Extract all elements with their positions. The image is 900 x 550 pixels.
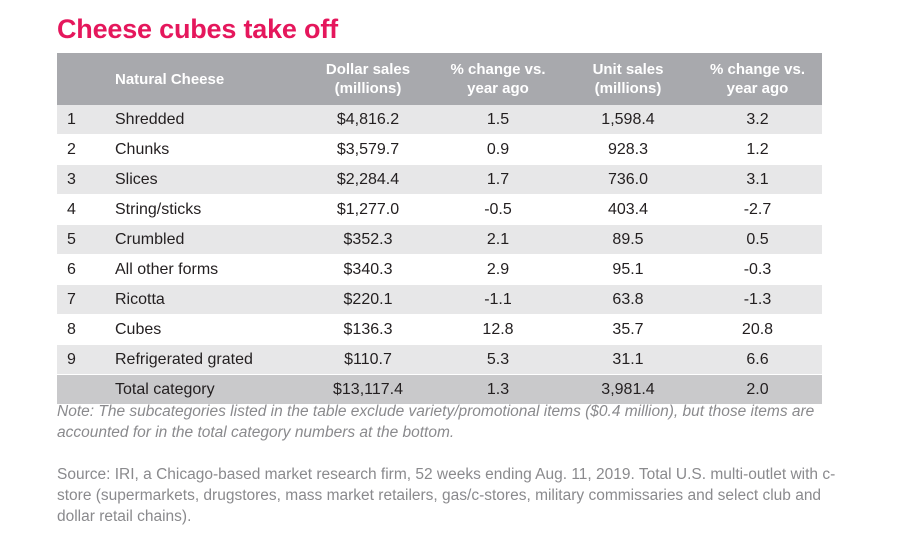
cell-dollar-sales: $2,284.4 xyxy=(303,164,433,195)
cell-dollar-change: 2.1 xyxy=(433,224,563,255)
cell-natural-cheese: Refrigerated grated xyxy=(115,344,303,375)
cell-unit-change: 2.0 xyxy=(693,374,822,405)
table-note: Note: The subcategories listed in the ta… xyxy=(57,403,815,441)
cell-dollar-change: 1.5 xyxy=(433,105,563,135)
table-row: 2 Chunks $3,579.7 0.9 928.3 1.2 xyxy=(57,134,822,165)
cell-dollar-sales: $4,816.2 xyxy=(303,105,433,135)
cell-dollar-sales: $110.7 xyxy=(303,344,433,375)
column-header-dollar-sales: Dollar sales (millions) xyxy=(303,53,433,105)
cell-unit-sales: 1,598.4 xyxy=(563,105,693,135)
cell-dollar-sales: $1,277.0 xyxy=(303,194,433,225)
cell-dollar-change: 1.3 xyxy=(433,374,563,405)
cell-unit-change: 3.1 xyxy=(693,164,822,195)
cell-rank: 4 xyxy=(57,194,115,225)
cell-natural-cheese: Slices xyxy=(115,164,303,195)
cell-rank xyxy=(57,374,115,405)
cell-unit-sales: 403.4 xyxy=(563,194,693,225)
table-row: 9 Refrigerated grated $110.7 5.3 31.1 6.6 xyxy=(57,344,822,375)
table-row: 4 String/sticks $1,277.0 -0.5 403.4 -2.7 xyxy=(57,194,822,225)
cell-unit-change: 0.5 xyxy=(693,224,822,255)
cell-unit-sales: 63.8 xyxy=(563,284,693,315)
cell-unit-sales: 35.7 xyxy=(563,314,693,345)
column-header-natural-cheese: Natural Cheese xyxy=(115,53,303,105)
cell-dollar-change: -1.1 xyxy=(433,284,563,315)
cell-unit-sales: 928.3 xyxy=(563,134,693,165)
table-body: 1 Shredded $4,816.2 1.5 1,598.4 3.2 2 Chunks $3,… xyxy=(57,105,822,405)
cell-natural-cheese: Chunks xyxy=(115,134,303,165)
cell-unit-sales: 736.0 xyxy=(563,164,693,195)
column-header-rank xyxy=(57,53,115,105)
cell-natural-cheese: String/sticks xyxy=(115,194,303,225)
cell-dollar-sales: $340.3 xyxy=(303,254,433,285)
table-row: 3 Slices $2,284.4 1.7 736.0 3.1 xyxy=(57,164,822,195)
cell-rank: 1 xyxy=(57,105,115,135)
cell-natural-cheese: Crumbled xyxy=(115,224,303,255)
table-row: 6 All other forms $340.3 2.9 95.1 -0.3 xyxy=(57,254,822,285)
cell-unit-change: -2.7 xyxy=(693,194,822,225)
cell-unit-sales: 95.1 xyxy=(563,254,693,285)
cell-unit-change: -1.3 xyxy=(693,284,822,315)
cell-natural-cheese: Total category xyxy=(115,374,303,405)
table-row: 5 Crumbled $352.3 2.1 89.5 0.5 xyxy=(57,224,822,255)
cell-unit-sales: 89.5 xyxy=(563,224,693,255)
cell-dollar-change: 1.7 xyxy=(433,164,563,195)
cell-dollar-sales: $3,579.7 xyxy=(303,134,433,165)
cell-rank: 3 xyxy=(57,164,115,195)
cell-dollar-change: 2.9 xyxy=(433,254,563,285)
cell-dollar-sales: $13,117.4 xyxy=(303,374,433,405)
cell-natural-cheese: Cubes xyxy=(115,314,303,345)
cell-unit-sales: 31.1 xyxy=(563,344,693,375)
cell-rank: 7 xyxy=(57,284,115,315)
chart-title: Cheese cubes take off xyxy=(57,14,338,44)
cell-rank: 2 xyxy=(57,134,115,165)
cell-unit-change: 20.8 xyxy=(693,314,822,345)
cell-rank: 6 xyxy=(57,254,115,285)
table-row: 1 Shredded $4,816.2 1.5 1,598.4 3.2 xyxy=(57,105,822,135)
cell-unit-change: 1.2 xyxy=(693,134,822,165)
cell-unit-change: 6.6 xyxy=(693,344,822,375)
cell-unit-change: -0.3 xyxy=(693,254,822,285)
cell-natural-cheese: All other forms xyxy=(115,254,303,285)
table-row: 7 Ricotta $220.1 -1.1 63.8 -1.3 xyxy=(57,284,822,315)
cell-rank: 8 xyxy=(57,314,115,345)
column-header-unit-change: % change vs. year ago xyxy=(693,53,822,105)
cell-dollar-change: -0.5 xyxy=(433,194,563,225)
sales-table: Natural Cheese Dollar sales (millions)% ch… xyxy=(57,53,822,405)
cell-dollar-change: 0.9 xyxy=(433,134,563,165)
cell-unit-change: 3.2 xyxy=(693,105,822,135)
cell-rank: 5 xyxy=(57,224,115,255)
cell-dollar-sales: $220.1 xyxy=(303,284,433,315)
header-row: Natural Cheese Dollar sales (millions)% ch… xyxy=(57,53,822,105)
cell-dollar-change: 5.3 xyxy=(433,344,563,375)
table-row: 8 Cubes $136.3 12.8 35.7 20.8 xyxy=(57,314,822,345)
cell-natural-cheese: Shredded xyxy=(115,105,303,135)
source-note: Source: IRI, a Chicago-based market rese… xyxy=(57,466,836,525)
cell-dollar-sales: $352.3 xyxy=(303,224,433,255)
cell-natural-cheese: Ricotta xyxy=(115,284,303,315)
cell-unit-sales: 3,981.4 xyxy=(563,374,693,405)
total-row: Total category $13,117.4 1.3 3,981.4 2.0 xyxy=(57,374,822,405)
column-header-unit-sales: Unit sales (millions) xyxy=(563,53,693,105)
cell-dollar-sales: $136.3 xyxy=(303,314,433,345)
cell-rank: 9 xyxy=(57,344,115,375)
cell-dollar-change: 12.8 xyxy=(433,314,563,345)
column-header-dollar-change: % change vs. year ago xyxy=(433,53,563,105)
